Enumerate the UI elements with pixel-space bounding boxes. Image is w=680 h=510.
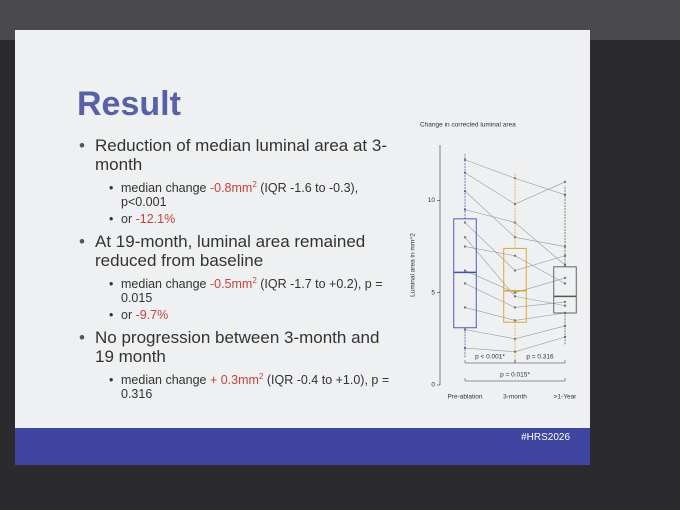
text-prefix: or <box>121 212 136 227</box>
box <box>503 247 527 323</box>
patient-point <box>463 306 467 309</box>
text-suffix: (IQR -0.4 to +1.0), p = 0.316 <box>121 373 390 402</box>
patient-point <box>563 245 567 248</box>
bullet-list: Reduction of median luminal area at 3-mo… <box>77 130 397 404</box>
text-sup: 2 <box>252 276 257 286</box>
patient-point <box>463 158 467 161</box>
patient-point <box>513 295 517 298</box>
patient-point <box>563 304 567 307</box>
bullet: Reduction of median luminal area at 3-mo… <box>95 136 397 174</box>
text-highlight: -0.8mm <box>209 181 253 196</box>
sub-bullet: median change + 0.3mm2 (IQR -0.4 to +1.0… <box>121 370 397 401</box>
patient-point <box>463 245 467 248</box>
slide: Result Reduction of median luminal area … <box>15 30 590 465</box>
text-suffix: (IQR -1.6 to -0.3), p<0.001 <box>121 181 359 210</box>
y-tick-label: 5 <box>431 289 435 296</box>
patient-point <box>463 221 467 224</box>
patient-point <box>563 276 567 280</box>
patient-point <box>563 300 567 304</box>
patient-point <box>563 282 567 285</box>
patient-point <box>513 306 517 309</box>
text-highlight: + 0.3mm <box>209 373 259 388</box>
patient-point <box>513 350 517 353</box>
patient-point <box>563 254 567 257</box>
sub-bullet: median change -0.5mm2 (IQR -1.7 to +0.2)… <box>121 274 397 305</box>
text-highlight: -9.7% <box>135 308 169 323</box>
patient-point <box>513 319 517 322</box>
p-value-label: p = 0.015* <box>500 372 530 379</box>
box <box>553 266 577 314</box>
y-tick-label: 0 <box>431 382 435 389</box>
slide-title: Result <box>77 85 181 123</box>
patient-point <box>513 236 517 239</box>
sub-bullet: or -9.7% <box>121 308 397 322</box>
sub-bullet: or -12.1% <box>121 212 397 226</box>
sub-bullet: median change -0.8mm2 (IQR -1.6 to -0.3)… <box>121 178 397 209</box>
text-prefix: median change <box>121 373 210 388</box>
p-value-label: p < 0.001* <box>475 354 505 361</box>
y-axis-label: Luminal area in mm^2 <box>410 233 417 297</box>
x-tick-label: >1-Year <box>554 394 578 401</box>
x-tick-label: Pre-ablation <box>447 394 482 401</box>
y-tick-label: 10 <box>428 197 436 204</box>
patient-point <box>463 269 467 272</box>
text-sup: 2 <box>252 180 257 189</box>
text-prefix: median change <box>121 181 210 196</box>
text-highlight: -0.5mm <box>209 277 253 292</box>
chart-title: Change in corrected luminal area <box>420 122 516 129</box>
patient-line <box>464 307 566 321</box>
patient-point <box>513 269 517 272</box>
text-sup: 2 <box>258 372 264 382</box>
bullet: At 19-month, luminal area remained reduc… <box>95 232 397 270</box>
text-prefix: or <box>121 308 136 323</box>
footer-text: #HRS2026 <box>521 432 570 443</box>
patient-point <box>513 291 517 294</box>
bracket <box>464 378 566 382</box>
patient-line <box>464 270 566 294</box>
p-value-label: p = 0.316 <box>526 354 554 361</box>
text-suffix: (IQR -1.7 to +0.2), p = 0.015 <box>121 277 383 306</box>
bracket <box>514 360 566 364</box>
footer-bar: #HRS2026 <box>15 428 590 465</box>
chart: Change in corrected luminal area Luminal … <box>410 122 578 401</box>
patient-point <box>513 254 517 257</box>
x-tick-label: 3-month <box>503 394 527 401</box>
patient-point <box>463 282 467 285</box>
box <box>453 218 477 329</box>
patient-point <box>513 202 517 206</box>
text-highlight: -12.1% <box>135 212 176 227</box>
patient-point <box>563 180 567 184</box>
text-prefix: median change <box>121 277 210 292</box>
patient-point <box>463 236 467 239</box>
bullet: No progression between 3-month and 19 mo… <box>95 328 397 366</box>
